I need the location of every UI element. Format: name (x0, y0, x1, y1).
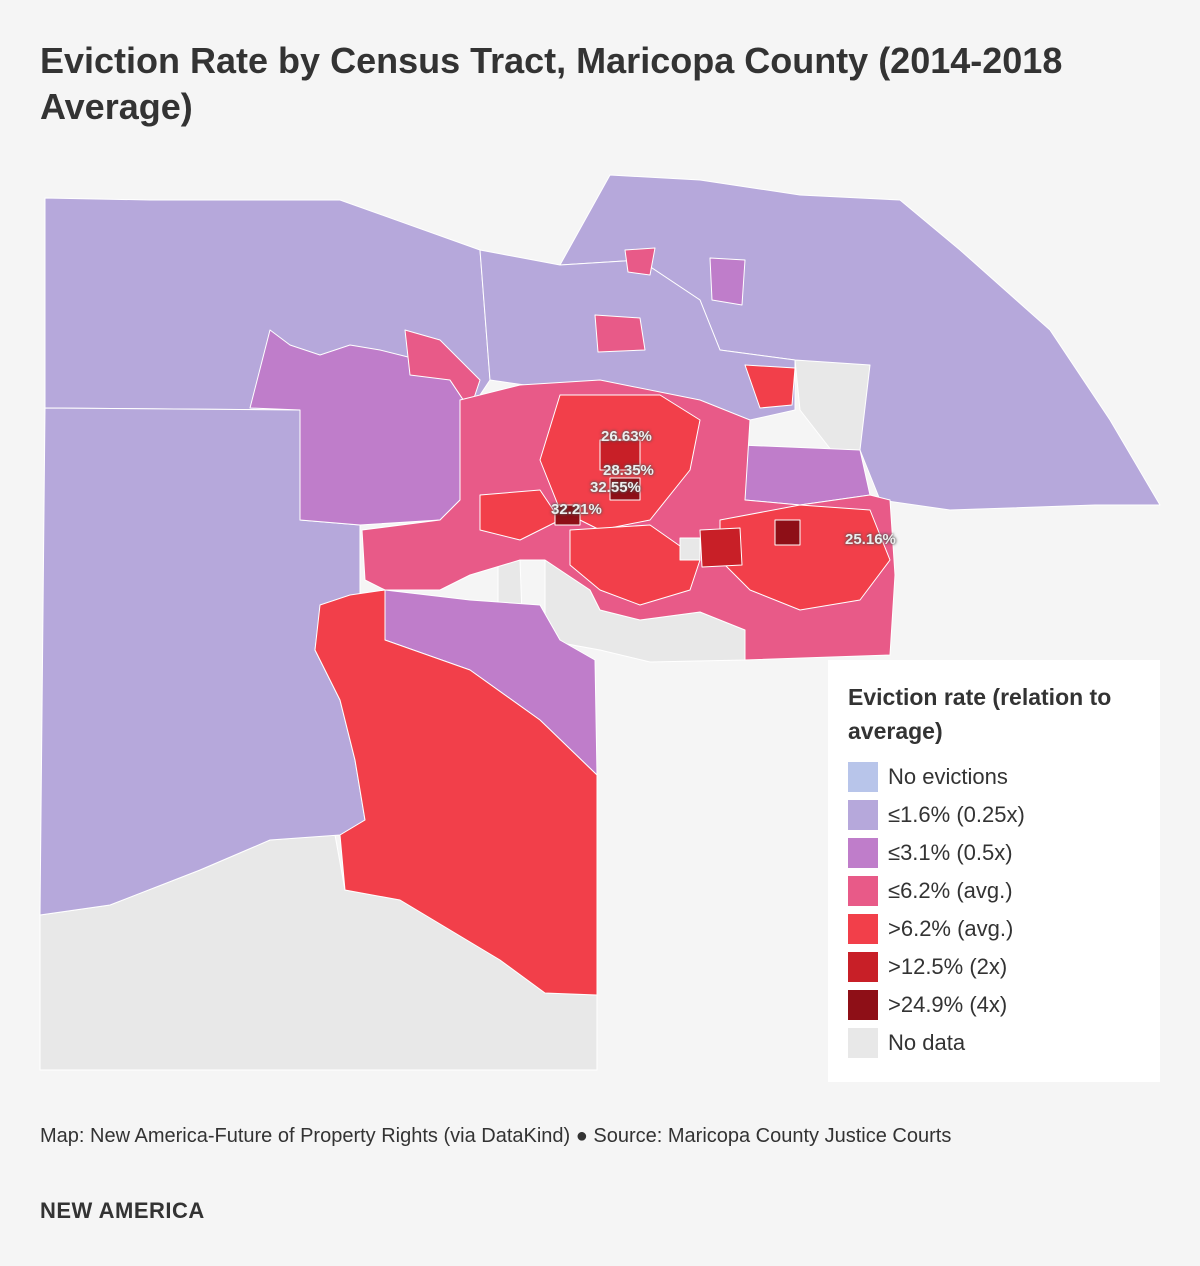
legend-label: >6.2% (avg.) (888, 916, 1014, 941)
legend-label: >24.9% (4x) (888, 992, 1008, 1017)
region-urban-dark-3[interactable] (609, 477, 641, 501)
region-urban-dark-2[interactable] (699, 527, 743, 568)
map-legend: Eviction rate (relation to average) No e… (828, 660, 1160, 1082)
region-urban-dark-1[interactable] (599, 439, 641, 471)
legend-swatch (848, 876, 878, 906)
map-label-tract-b: 28.35% (603, 462, 654, 479)
region-north-pink-2[interactable] (624, 247, 656, 276)
region-urban-red-4[interactable] (479, 489, 561, 541)
region-urban-dark-4[interactable] (774, 519, 801, 546)
page-title: Eviction Rate by Census Tract, Maricopa … (40, 40, 1063, 127)
legend-swatch (848, 990, 878, 1020)
legend-label: >12.5% (2x) (888, 954, 1008, 979)
source-credit: Map: New America-Future of Property Righ… (40, 1125, 952, 1147)
map-label-tract-c: 32.55% (590, 479, 641, 496)
legend-item: No evictions (848, 758, 1140, 796)
legend-item: ≤6.2% (avg.) (848, 872, 1140, 910)
region-north-red[interactable] (744, 364, 796, 409)
region-nodata-lot[interactable] (679, 537, 701, 561)
legend-label: ≤3.1% (0.5x) (888, 840, 1013, 865)
legend-item: >24.9% (4x) (848, 986, 1140, 1024)
region-urban-red-2[interactable] (569, 524, 701, 606)
legend-swatch (848, 800, 878, 830)
legend-label: No evictions (888, 764, 1008, 789)
legend-label: No data (888, 1030, 966, 1055)
brand-wordmark: NEW AMERICA (40, 1198, 205, 1223)
region-north-mauve[interactable] (709, 257, 746, 306)
legend-title: Eviction rate (relation to average) (848, 684, 1112, 744)
legend-swatch (848, 914, 878, 944)
legend-item: ≤1.6% (0.25x) (848, 796, 1140, 834)
map-label-tract-a: 26.63% (601, 428, 652, 445)
region-east-valley[interactable] (739, 444, 871, 506)
map-label-tract-e: 25.16% (845, 531, 896, 548)
legend-item: ≤3.1% (0.5x) (848, 834, 1140, 872)
legend-label: ≤6.2% (avg.) (888, 878, 1013, 903)
legend-items: No evictions ≤1.6% (0.25x) ≤3.1% (0.5x) … (848, 758, 1140, 1062)
legend-item: >12.5% (2x) (848, 948, 1140, 986)
map-svg[interactable] (0, 160, 1200, 1090)
map-label-tract-d: 32.21% (551, 501, 602, 518)
legend-label: ≤1.6% (0.25x) (888, 802, 1025, 827)
region-urban-dark-5[interactable] (554, 504, 581, 526)
region-urban-red-3[interactable] (719, 504, 891, 611)
legend-swatch (848, 952, 878, 982)
legend-item: No data (848, 1024, 1140, 1062)
choropleth-map[interactable]: 26.63% 28.35% 32.55% 32.21% 25.16% (0, 160, 1200, 1090)
legend-item: >6.2% (avg.) (848, 910, 1140, 948)
legend-swatch (848, 1028, 878, 1058)
legend-swatch (848, 838, 878, 868)
region-north-pink[interactable] (594, 314, 646, 353)
region-south-red[interactable] (314, 589, 598, 996)
legend-swatch (848, 762, 878, 792)
